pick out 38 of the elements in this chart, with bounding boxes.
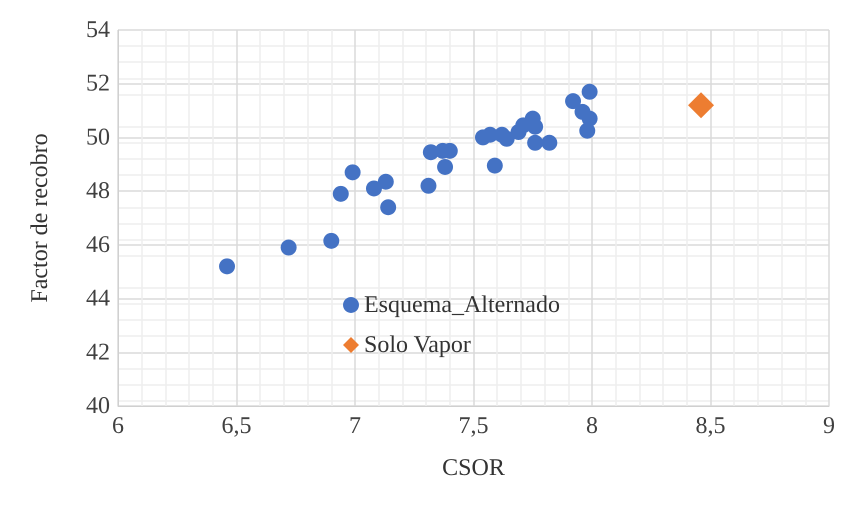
point (437, 158, 454, 175)
point (323, 232, 340, 249)
x-tick-label: 8 (586, 413, 598, 439)
x-tick-label: 9 (823, 413, 835, 439)
point (498, 130, 515, 147)
point (344, 164, 361, 180)
point (332, 186, 349, 202)
y-tick-label: 48 (86, 178, 110, 204)
legend-label: Solo Vapor (364, 332, 471, 358)
point (527, 118, 544, 135)
x-tick-label: 7 (349, 413, 361, 439)
point (527, 134, 544, 151)
x-tick-label: 7,5 (458, 413, 488, 439)
point (579, 122, 596, 139)
point (486, 158, 503, 174)
y-tick-label: 40 (86, 393, 110, 419)
point (565, 93, 582, 110)
x-tick-label: 6 (112, 413, 124, 439)
x-axis-title: CSOR (442, 455, 505, 481)
x-tick-label: 8,5 (696, 413, 726, 439)
y-tick-label: 50 (86, 124, 110, 150)
point (219, 258, 236, 274)
x-tick-label: 6,5 (222, 413, 252, 439)
point (688, 92, 714, 118)
y-tick-label: 42 (86, 339, 110, 366)
point (378, 174, 394, 190)
y-tick-label: 46 (86, 232, 110, 258)
y-tick-label: 52 (86, 70, 110, 97)
point (366, 180, 382, 196)
legend-label: Esquema_Alternado (364, 292, 560, 318)
point (380, 199, 396, 216)
y-tick-label: 54 (86, 17, 110, 43)
y-tick-label: 44 (86, 286, 110, 312)
point (541, 134, 558, 151)
point (420, 178, 436, 194)
point (582, 84, 598, 100)
y-axis-title: Factor de recobro (27, 133, 53, 303)
point (280, 240, 297, 256)
